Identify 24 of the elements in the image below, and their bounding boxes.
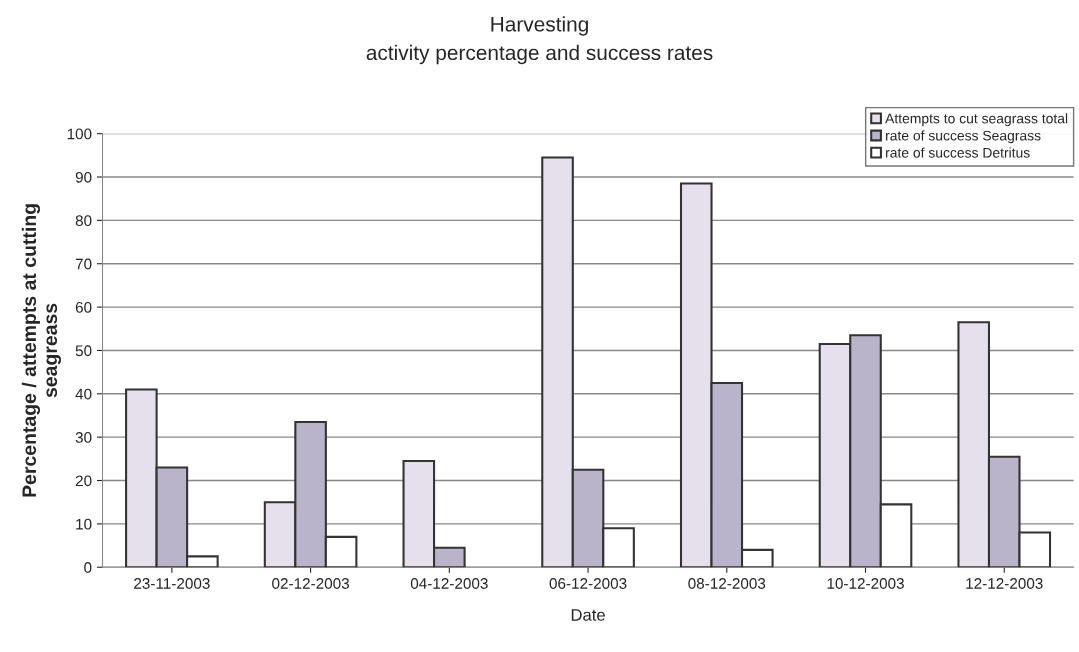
x-tick-label: 10-12-2003 [827,578,904,589]
y-tick-label: 70 [75,258,92,270]
y-tick-label: 100 [67,128,92,140]
y-tick-label: 90 [75,171,92,183]
y-tick-label: 60 [75,301,92,313]
y-tick-label: 20 [75,475,92,487]
x-axis-title: Date [571,609,605,621]
legend-label: rate of success Detritus [886,147,1030,158]
y-tick-label: 50 [75,345,92,357]
legend-label: Attempts to cut seagrass total [885,113,1068,127]
x-tick-label: 04-12-2003 [410,578,488,589]
y-tick-label: 80 [75,215,92,227]
x-tick-label: 12-12-2003 [966,578,1043,589]
x-tick-label: 02-12-2003 [272,578,350,589]
chart-title: Harvesting activity percentage and success rates [366,16,713,65]
y-tick-label: 10 [76,518,92,530]
legend-label: rate of success Seagrass [886,130,1041,144]
x-tick-label: 23-11-2003 [134,578,210,589]
y-tick-label: 40 [75,388,92,400]
x-tick-label: 08-12-2003 [688,578,766,589]
y-tick-label: 30 [75,432,92,443]
x-tick-label: 06-12-2003 [549,578,627,589]
y-tick-label: 0 [84,562,92,573]
y-axis-title: Percentage / attempts at cutting seagreass [21,204,62,497]
